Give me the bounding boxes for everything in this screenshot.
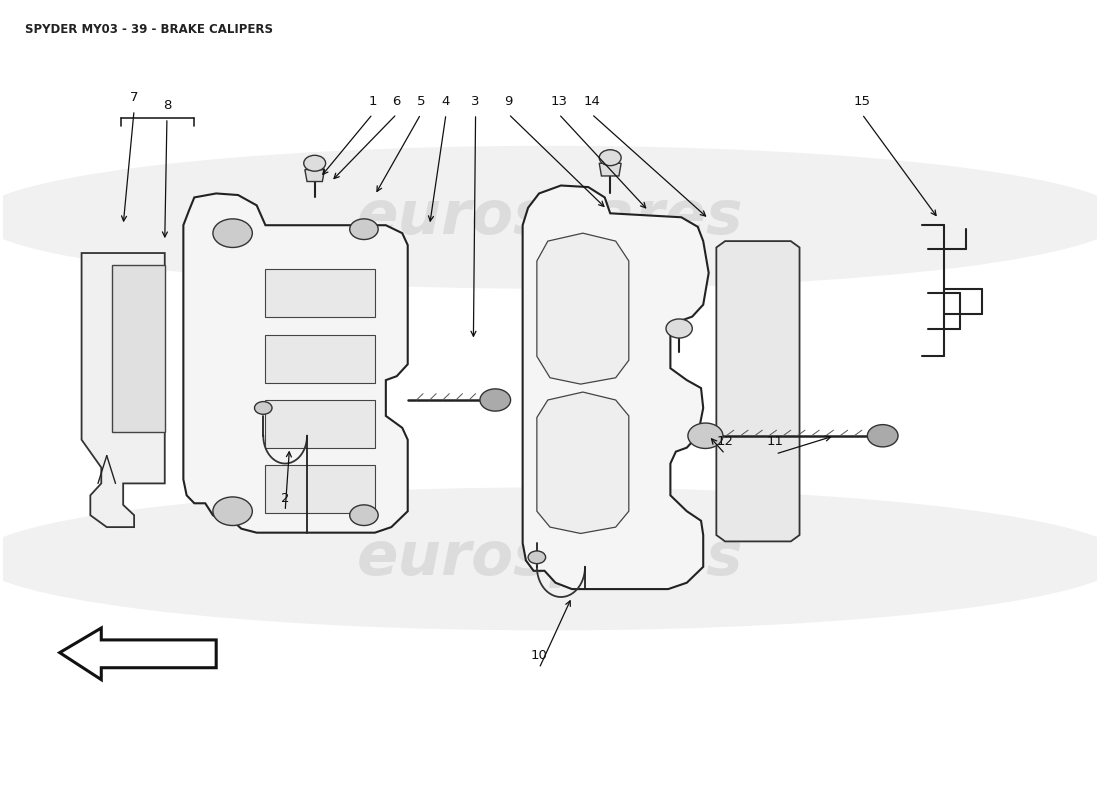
Circle shape <box>868 425 898 447</box>
Polygon shape <box>537 392 629 534</box>
Text: 4: 4 <box>442 94 450 108</box>
Circle shape <box>480 389 510 411</box>
Text: 7: 7 <box>130 90 139 104</box>
Polygon shape <box>184 194 408 533</box>
Circle shape <box>666 319 692 338</box>
Polygon shape <box>265 400 375 448</box>
Text: 6: 6 <box>393 94 402 108</box>
Polygon shape <box>716 241 800 542</box>
Ellipse shape <box>0 146 1100 289</box>
Text: 1: 1 <box>368 94 377 108</box>
Ellipse shape <box>0 487 1100 630</box>
Text: 3: 3 <box>471 94 480 108</box>
Text: 8: 8 <box>163 98 172 112</box>
Polygon shape <box>600 163 621 176</box>
Circle shape <box>350 505 378 526</box>
Polygon shape <box>522 186 708 589</box>
Text: SPYDER MY03 - 39 - BRAKE CALIPERS: SPYDER MY03 - 39 - BRAKE CALIPERS <box>24 22 273 36</box>
Polygon shape <box>81 253 165 527</box>
Text: 11: 11 <box>767 434 784 448</box>
Text: 13: 13 <box>550 94 568 108</box>
Polygon shape <box>265 269 375 317</box>
Circle shape <box>528 551 546 564</box>
Text: eurospares: eurospares <box>356 530 744 588</box>
Text: 2: 2 <box>280 492 289 505</box>
Text: 5: 5 <box>417 94 425 108</box>
Text: 10: 10 <box>530 649 548 662</box>
Polygon shape <box>305 170 324 182</box>
Text: 12: 12 <box>716 434 734 448</box>
Circle shape <box>213 497 252 526</box>
Text: eurospares: eurospares <box>356 188 744 246</box>
Text: 14: 14 <box>583 94 600 108</box>
Circle shape <box>600 150 621 166</box>
Text: 15: 15 <box>854 94 870 108</box>
Text: 9: 9 <box>504 94 513 108</box>
Polygon shape <box>265 335 375 382</box>
Polygon shape <box>59 628 217 680</box>
Circle shape <box>254 402 272 414</box>
Circle shape <box>304 155 326 171</box>
Polygon shape <box>537 233 629 384</box>
Polygon shape <box>265 465 375 513</box>
Circle shape <box>688 423 723 449</box>
Polygon shape <box>112 265 165 432</box>
Circle shape <box>213 219 252 247</box>
Circle shape <box>350 219 378 239</box>
